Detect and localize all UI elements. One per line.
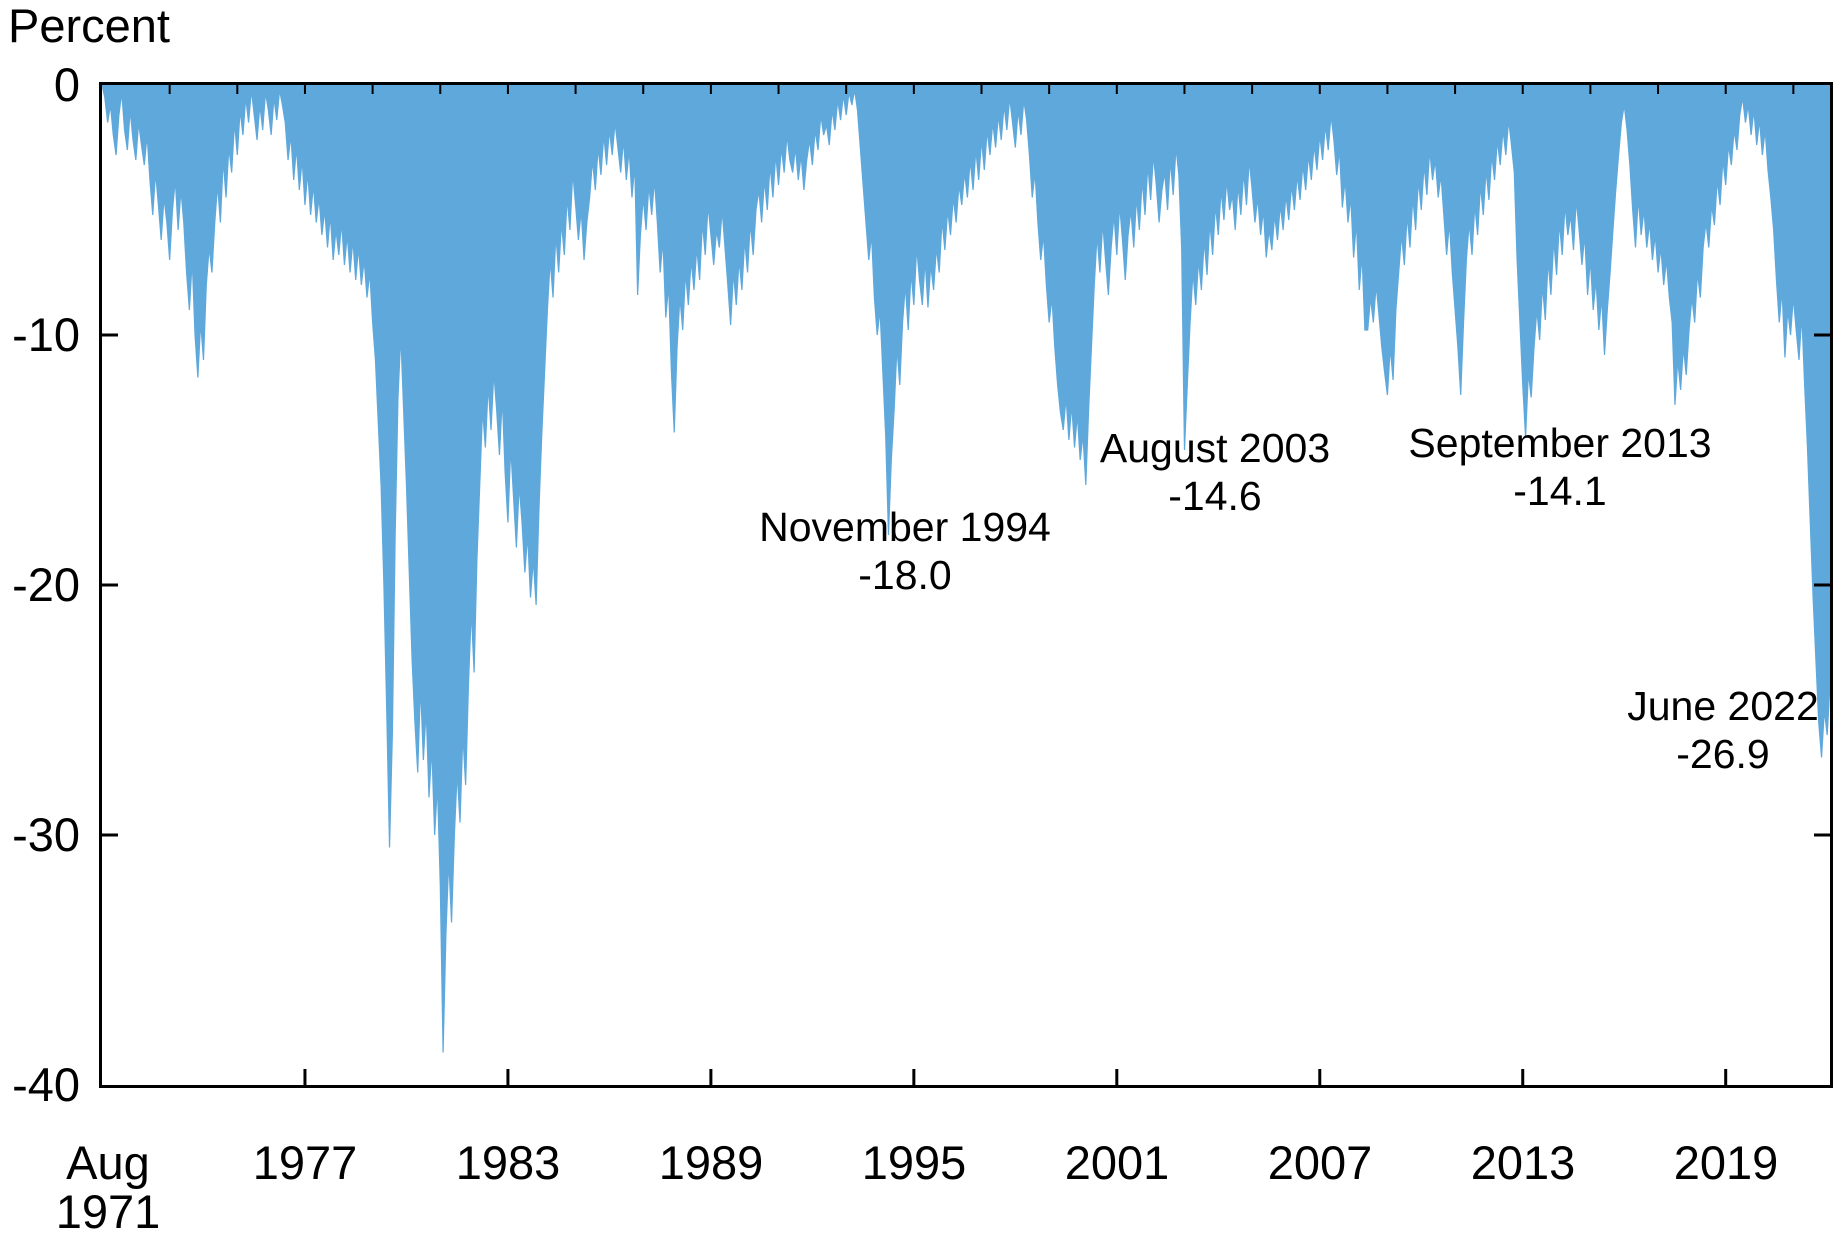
- annotation-august-2003: August 2003 -14.6: [1100, 424, 1330, 520]
- annotation-september-2013-date: September 2013: [1408, 420, 1712, 466]
- annotation-november-1994: November 1994 -18.0: [759, 503, 1051, 599]
- y-tick-label-10: -10: [12, 308, 80, 361]
- x-tick-label-1989: 1989: [658, 1136, 764, 1189]
- x-tick-label-2007: 2007: [1267, 1136, 1373, 1189]
- annotation-june-2022-value: -26.9: [1676, 731, 1770, 777]
- y-tick-label-40: -40: [12, 1058, 80, 1111]
- y-tick-label-20: -20: [12, 558, 80, 611]
- y-axis-unit-label: Percent: [8, 0, 170, 52]
- drawdown-area-series: [102, 85, 1830, 1053]
- annotation-november-1994-date: November 1994: [759, 504, 1051, 550]
- x-tick-label-aug1971-line1: Aug: [66, 1136, 150, 1189]
- x-tick-label-2001: 2001: [1064, 1136, 1170, 1189]
- drawdown-area-plot: [102, 85, 1830, 1085]
- annotation-september-2013-value: -14.1: [1513, 468, 1607, 514]
- axis-ticks: [102, 85, 1830, 1085]
- x-tick-label-1995: 1995: [861, 1136, 967, 1189]
- x-tick-label-aug1971-line2: 1971: [55, 1185, 161, 1238]
- annotation-june-2022: June 2022 -26.9: [1627, 682, 1819, 778]
- annotation-august-2003-value: -14.6: [1168, 473, 1262, 519]
- y-tick-label-30: -30: [12, 808, 80, 861]
- annotation-june-2022-date: June 2022: [1627, 683, 1819, 729]
- annotation-november-1994-value: -18.0: [858, 552, 952, 598]
- annotation-september-2013: September 2013 -14.1: [1408, 419, 1711, 515]
- y-tick-label-0: 0: [53, 58, 80, 111]
- x-tick-label-1983: 1983: [455, 1136, 561, 1189]
- x-tick-label-2013: 2013: [1470, 1136, 1576, 1189]
- x-tick-label-2019: 2019: [1673, 1136, 1779, 1189]
- plot-frame: [99, 82, 1833, 1088]
- annotation-august-2003-date: August 2003: [1099, 425, 1331, 471]
- x-tick-label-1977: 1977: [252, 1136, 358, 1189]
